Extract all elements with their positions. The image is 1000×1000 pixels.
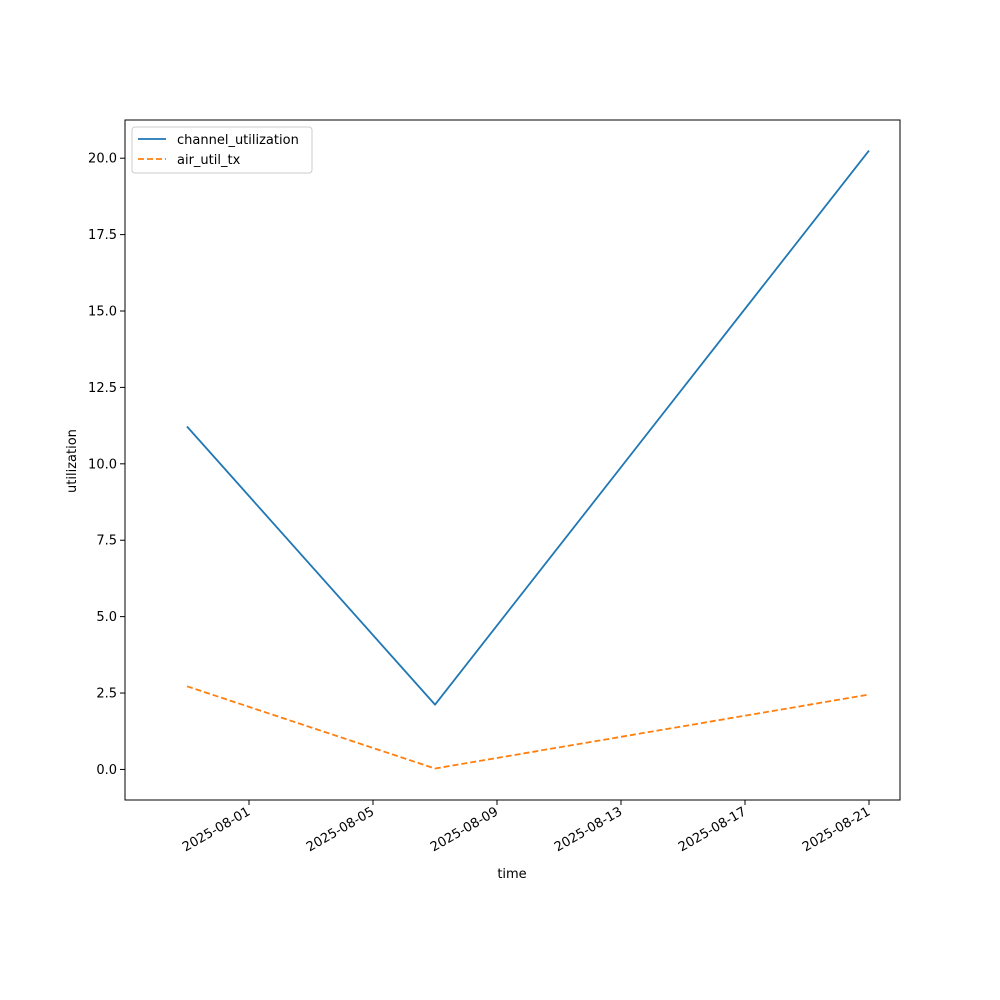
y-tick-label: 17.5 [88, 228, 117, 243]
x-tick-label: 2025-08-09 [428, 804, 501, 855]
y-tick-label: 10.0 [88, 457, 117, 472]
y-axis-ticks: 0.0 2.5 5.0 7.5 10.0 12.5 15.0 17.5 20.0 [88, 152, 125, 778]
x-tick-label: 2025-08-13 [552, 804, 625, 855]
x-tick-label: 2025-08-17 [676, 804, 749, 855]
y-tick-label: 20.0 [88, 152, 117, 167]
y-axis-label: utilization [65, 429, 80, 493]
y-tick-label: 12.5 [88, 381, 117, 396]
y-tick-label: 2.5 [96, 687, 117, 702]
y-tick-label: 15.0 [88, 305, 117, 320]
x-axis-label: time [497, 867, 526, 882]
x-tick-label: 2025-08-05 [304, 804, 377, 855]
series-layer [186, 150, 870, 770]
y-tick-label: 5.0 [96, 610, 117, 625]
y-tick-label: 0.0 [96, 763, 117, 778]
legend-label-channel-utilization: channel_utilization [177, 133, 299, 148]
plot-frame [124, 119, 901, 801]
legend: channel_utilization air_util_tx [131, 126, 313, 174]
x-tick-label: 2025-08-21 [800, 804, 873, 855]
plot-area [125, 120, 900, 800]
y-tick-label: 7.5 [96, 534, 117, 549]
legend-label-air-util-tx: air_util_tx [177, 153, 241, 168]
x-tick-label: 2025-08-01 [180, 804, 253, 855]
x-axis-ticks: 2025-08-01 2025-08-05 2025-08-09 2025-08-13… [180, 800, 873, 855]
legend-box [131, 126, 313, 174]
